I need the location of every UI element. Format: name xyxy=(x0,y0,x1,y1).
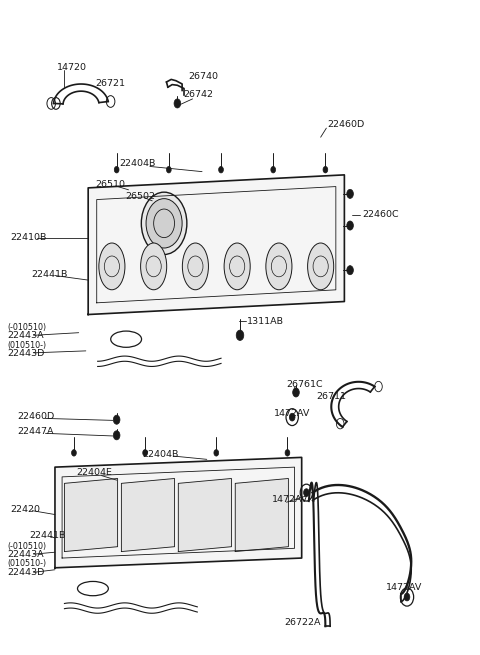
Text: 26722A: 26722A xyxy=(284,618,321,627)
Ellipse shape xyxy=(308,243,334,290)
Circle shape xyxy=(143,449,147,456)
Circle shape xyxy=(323,166,328,173)
Text: 26740: 26740 xyxy=(189,71,219,81)
Circle shape xyxy=(219,166,223,173)
Circle shape xyxy=(289,413,295,421)
Circle shape xyxy=(271,166,276,173)
Text: 26721: 26721 xyxy=(96,79,125,88)
Polygon shape xyxy=(88,175,344,314)
Ellipse shape xyxy=(224,243,250,290)
Circle shape xyxy=(285,449,290,456)
Text: 22443A: 22443A xyxy=(8,550,44,559)
Text: 22443D: 22443D xyxy=(8,349,45,358)
Text: 26761C: 26761C xyxy=(287,380,323,389)
Polygon shape xyxy=(179,479,231,552)
Text: 22460C: 22460C xyxy=(362,210,399,219)
Polygon shape xyxy=(121,479,175,552)
Polygon shape xyxy=(64,479,118,552)
Text: 22443A: 22443A xyxy=(8,331,44,341)
Text: 1472AV: 1472AV xyxy=(386,583,422,591)
Text: 26502: 26502 xyxy=(125,192,155,201)
Text: 22443D: 22443D xyxy=(8,569,45,578)
Text: (-010510): (-010510) xyxy=(8,542,47,551)
Text: 26742: 26742 xyxy=(183,90,213,100)
Text: 22460D: 22460D xyxy=(17,412,54,421)
Circle shape xyxy=(114,166,119,173)
Text: 1472AV: 1472AV xyxy=(272,495,309,504)
Circle shape xyxy=(113,431,120,440)
Text: (-010510): (-010510) xyxy=(8,323,47,332)
Circle shape xyxy=(72,449,76,456)
Circle shape xyxy=(347,189,353,198)
Ellipse shape xyxy=(141,243,167,290)
Circle shape xyxy=(141,192,187,255)
Circle shape xyxy=(404,593,410,601)
Text: 1311AB: 1311AB xyxy=(247,316,284,326)
Circle shape xyxy=(293,388,300,397)
Ellipse shape xyxy=(266,243,292,290)
Circle shape xyxy=(236,330,244,341)
Text: 22441B: 22441B xyxy=(29,531,65,540)
Text: 22404B: 22404B xyxy=(143,449,179,458)
Circle shape xyxy=(146,198,182,248)
Polygon shape xyxy=(55,457,301,568)
Text: 14720: 14720 xyxy=(57,64,87,72)
Circle shape xyxy=(174,99,180,108)
Text: 26711: 26711 xyxy=(316,392,346,402)
Text: (010510-): (010510-) xyxy=(8,341,47,350)
Polygon shape xyxy=(235,479,288,552)
Circle shape xyxy=(113,415,120,424)
Text: 22404B: 22404B xyxy=(119,159,156,168)
Text: (010510-): (010510-) xyxy=(8,559,47,569)
Circle shape xyxy=(214,449,219,456)
Text: 22447A: 22447A xyxy=(17,427,53,436)
Circle shape xyxy=(303,489,309,496)
Ellipse shape xyxy=(99,243,125,290)
Text: 1472AV: 1472AV xyxy=(274,409,311,419)
Ellipse shape xyxy=(182,243,208,290)
Text: 26510: 26510 xyxy=(96,180,125,189)
Circle shape xyxy=(347,221,353,230)
Text: 22441B: 22441B xyxy=(31,270,68,279)
Text: 22410B: 22410B xyxy=(10,233,46,242)
Circle shape xyxy=(167,166,171,173)
Text: 22404E: 22404E xyxy=(76,468,112,477)
Text: 22420: 22420 xyxy=(10,505,40,514)
Text: 22460D: 22460D xyxy=(328,121,365,130)
Circle shape xyxy=(347,266,353,274)
